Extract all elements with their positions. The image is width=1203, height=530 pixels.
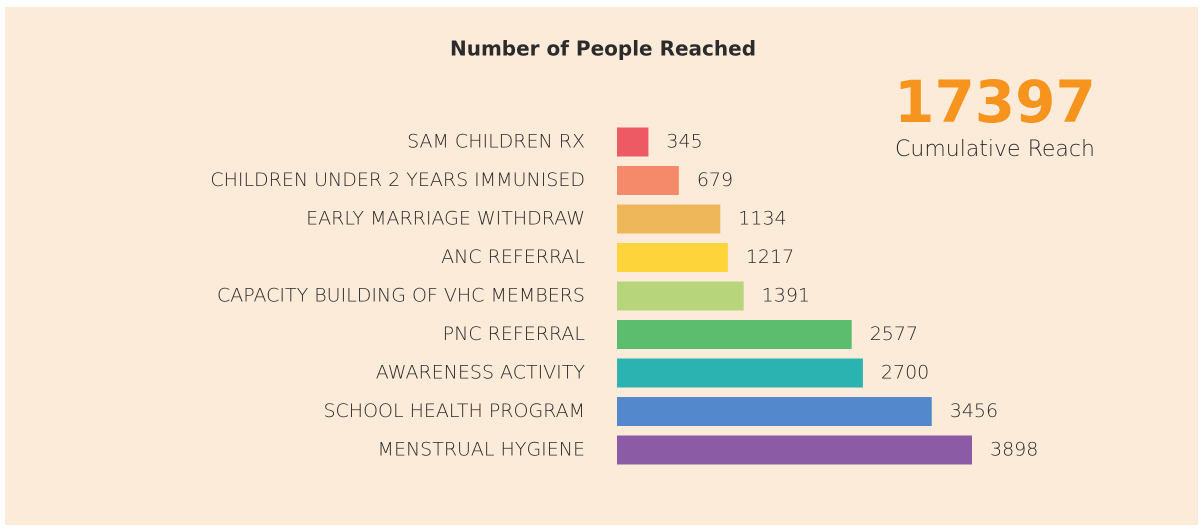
total-value: 17397 bbox=[894, 68, 1096, 136]
value-label: 3456 bbox=[950, 400, 998, 422]
value-label: 1391 bbox=[762, 285, 810, 307]
bar bbox=[617, 358, 863, 388]
value-label: 3898 bbox=[990, 439, 1038, 461]
bar bbox=[617, 243, 728, 272]
category-label: EARLY MARRIAGE WITHDRAW bbox=[306, 208, 585, 230]
category-label: PNC REFERRAL bbox=[443, 323, 585, 345]
category-label: CHILDREN UNDER 2 YEARS IMMUNISED bbox=[210, 169, 585, 191]
category-label: ANC REFERRAL bbox=[441, 246, 585, 268]
bar bbox=[617, 397, 932, 426]
bar bbox=[617, 127, 649, 157]
category-label: SCHOOL HEALTH PROGRAM bbox=[323, 400, 585, 422]
value-label: 1134 bbox=[738, 208, 786, 230]
bar bbox=[617, 435, 972, 465]
value-label: 2577 bbox=[870, 323, 918, 345]
value-label: 345 bbox=[666, 131, 702, 153]
bar bbox=[617, 166, 679, 195]
category-label: SAM CHILDREN RX bbox=[407, 131, 585, 153]
category-label: CAPACITY BUILDING OF VHC MEMBERS bbox=[217, 285, 585, 307]
value-label: 679 bbox=[697, 169, 733, 191]
chart-title: Number of People Reached bbox=[450, 37, 756, 61]
category-label: MENSTRUAL HYGIENE bbox=[378, 439, 585, 461]
background bbox=[5, 7, 1198, 525]
total-label: Cumulative Reach bbox=[895, 137, 1095, 162]
value-label: 1217 bbox=[746, 246, 794, 268]
bar bbox=[617, 320, 852, 349]
value-label: 2700 bbox=[881, 362, 929, 384]
category-label: AWARENESS ACTIVITY bbox=[376, 362, 586, 384]
bar bbox=[617, 281, 744, 311]
bar bbox=[617, 204, 721, 234]
